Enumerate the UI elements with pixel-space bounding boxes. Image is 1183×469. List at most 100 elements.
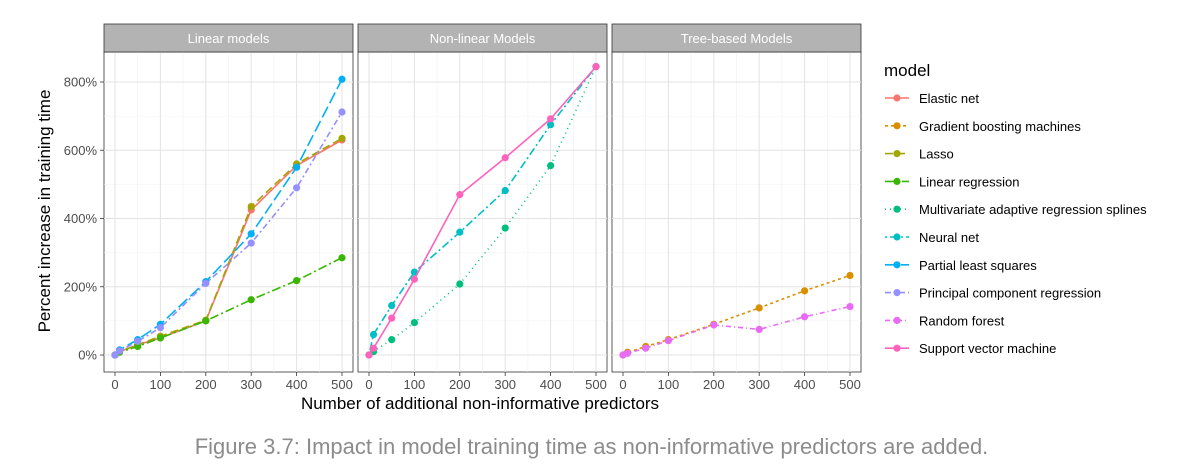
data-point [547,121,555,129]
data-point [501,186,509,195]
data-point [592,63,600,71]
x-tick-label: 500 [331,377,353,392]
legend-item: Lasso [885,147,954,162]
data-point [247,202,255,211]
data-point [156,324,164,332]
data-point [338,108,346,116]
panel: Non-linear Models 0 100 200 300 400 500 [357,23,608,392]
data-point [156,334,164,342]
legend-label: Linear regression [919,174,1019,189]
data-point [456,228,464,236]
legend-key-point [893,122,901,130]
data-point [247,296,255,304]
data-point [710,321,718,329]
data-point [410,318,418,327]
y-tick-label: 600% [64,143,98,158]
data-point [293,277,301,285]
series-line [368,66,597,356]
data-point [369,330,378,339]
series-line [622,305,851,356]
legend-key-point [893,316,901,324]
data-point [547,115,555,123]
legend-key-point [893,150,901,158]
data-point [801,287,809,295]
panel-strip [103,23,354,53]
legend-item: Support vector machine [885,341,1056,356]
x-tick-label: 400 [540,377,562,392]
data-point [410,275,418,283]
legend-item: Principal component regression [885,286,1101,301]
data-point [501,224,509,232]
y-tick-label: 200% [64,279,98,294]
figure-caption: Figure 3.7: Impact in model training tim… [194,434,989,459]
data-point [846,271,854,280]
x-tick-label: 100 [658,377,680,392]
y-tick-label: 800% [64,75,98,90]
legend-key-point [893,177,901,185]
legend-label: Partial least squares [919,258,1037,273]
y-tick-label: 400% [64,211,98,226]
series-neural-net [365,63,600,359]
series-support-vector-machine [365,63,600,359]
y-tick-label: 0% [78,348,97,363]
legend-key-point [893,261,901,269]
panel: Linear models 0 100 200 300 400 500 [103,23,354,392]
legend-item: Partial least squares [885,258,1037,273]
legend-title: model [884,61,930,80]
panel: Tree-based Models 0 100 200 300 400 500 [611,23,862,392]
x-tick-label: 500 [585,377,607,392]
x-tick-label: 200 [449,377,471,392]
x-tick-label: 0 [365,377,372,392]
data-point [456,280,464,288]
legend-item: Gradient boosting machines [885,119,1081,134]
x-tick-label: 400 [286,377,308,392]
x-tick-label: 200 [195,377,217,392]
panel-title: Tree-based Models [681,31,793,46]
data-point [338,254,346,262]
panel-strip [611,23,862,53]
data-point [365,351,373,359]
data-point [202,317,210,325]
legend-item: Multivariate adaptive regression splines [885,202,1147,217]
data-point [338,134,346,142]
series-line [368,66,597,356]
x-tick-label: 400 [794,377,816,392]
x-tick-label: 300 [748,377,770,392]
data-point [755,325,763,334]
data-point [293,163,301,171]
legend-item: Neural net [885,230,979,245]
data-point [338,75,346,83]
series-line [114,137,343,356]
data-point [642,344,650,352]
legend-label: Elastic net [919,91,979,106]
legend-label: Principal component regression [919,286,1101,301]
data-point [134,337,142,345]
legend-key-point [893,289,901,297]
legend-key-point [893,205,901,213]
x-tick-label: 100 [150,377,172,392]
data-point [247,230,255,238]
legend-label: Lasso [919,147,954,162]
data-point [115,347,124,355]
data-point [134,342,142,351]
x-tick-label: 200 [703,377,725,392]
legend-label: Neural net [919,230,979,245]
data-point [293,184,301,192]
data-point [202,279,210,287]
x-tick-label: 0 [619,377,626,392]
legend-label: Support vector machine [919,341,1056,356]
legend-label: Multivariate adaptive regression splines [919,202,1147,217]
data-point [755,304,763,312]
data-point [388,336,396,344]
x-tick-label: 300 [240,377,262,392]
panel-title: Non-linear Models [430,31,536,46]
data-point [846,302,854,311]
data-point [623,349,632,357]
legend-label: Gradient boosting machines [919,119,1081,134]
series-line [368,66,597,356]
panel-title: Linear models [188,31,270,46]
legend-key-point [893,94,901,102]
x-axis-title: Number of additional non-informative pre… [301,394,659,413]
legend-item: Elastic net [885,91,979,106]
